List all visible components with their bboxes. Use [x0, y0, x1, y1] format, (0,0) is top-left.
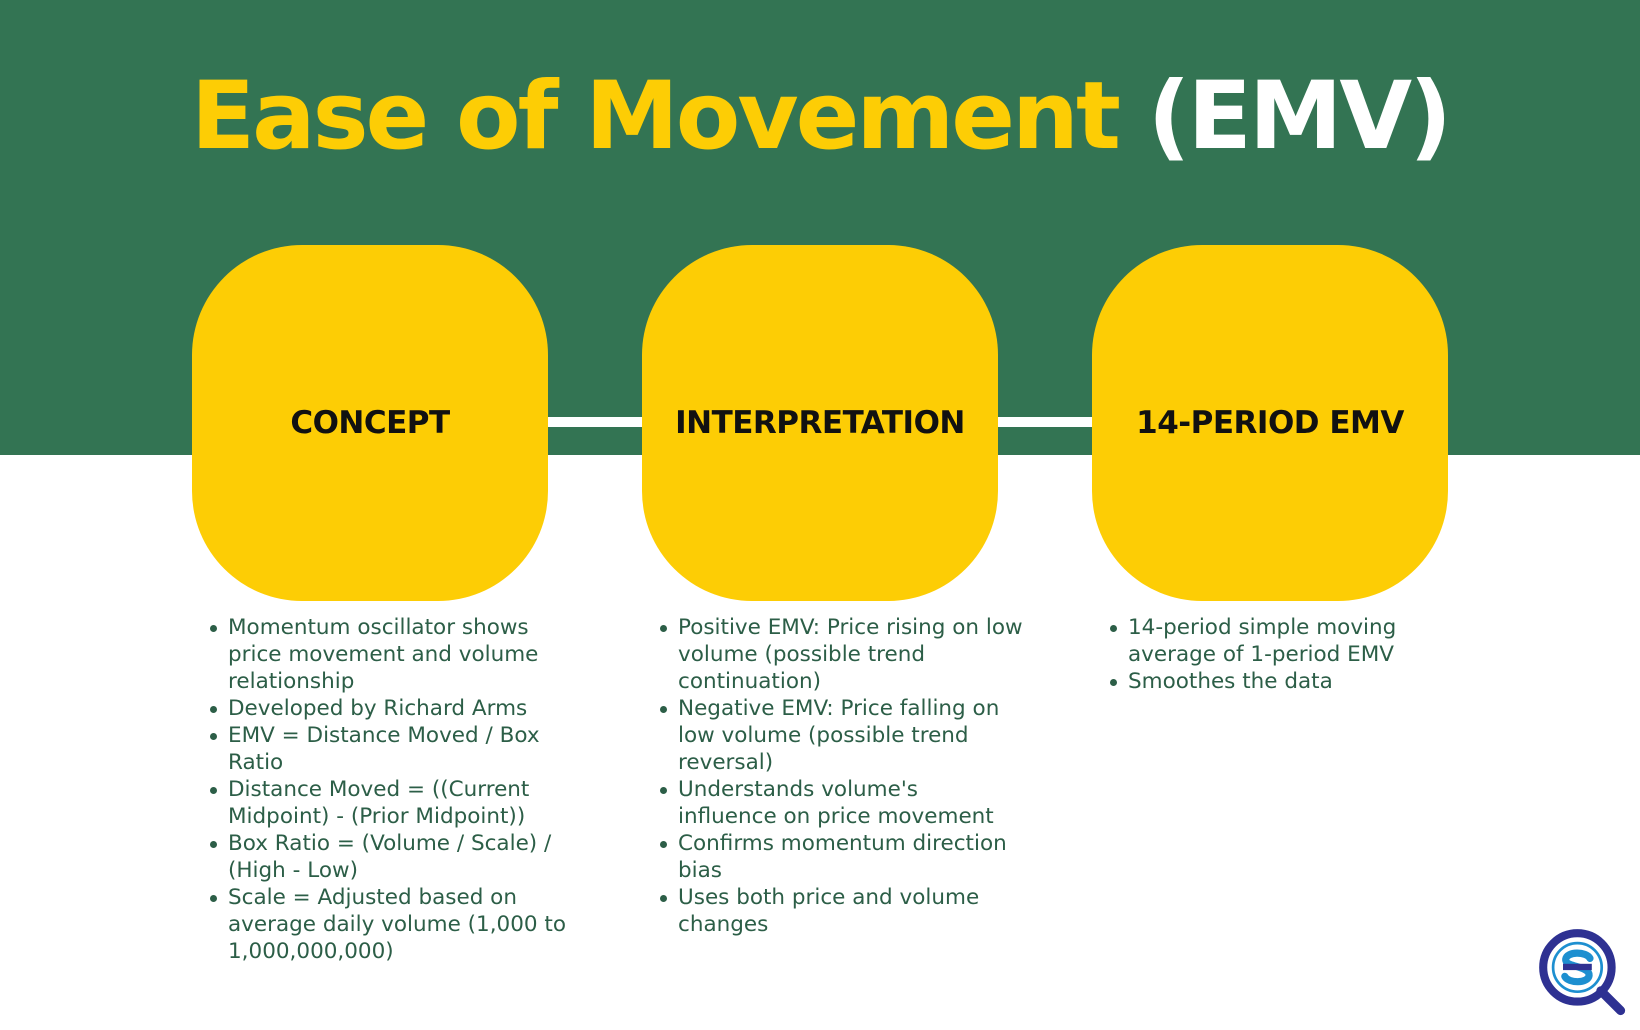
interpretation-label: INTERPRETATION: [675, 405, 965, 441]
list-item: Positive EMV: Price rising on low volume…: [660, 615, 1023, 694]
list-item: Developed by Richard Arms: [210, 695, 573, 722]
period-emv-bubble: 14-PERIOD EMV: [1092, 245, 1448, 601]
interpretation-bubble: INTERPRETATION: [642, 245, 998, 601]
connector-line-2: [995, 417, 1095, 427]
concept-bubble: CONCEPT: [192, 245, 548, 601]
connector-line-1: [545, 417, 645, 427]
list-item: Box Ratio = (Volume / Scale) / (High - L…: [210, 830, 573, 884]
list-item: EMV = Distance Moved / Box Ratio: [210, 722, 573, 776]
interpretation-bullet-list: Positive EMV: Price rising on low volume…: [655, 614, 1023, 938]
title-abbr: (EMV): [1147, 62, 1452, 171]
concept-label: CONCEPT: [290, 405, 450, 441]
list-item: Understands volume's influence on price …: [660, 776, 1023, 830]
page-title: Ease of Movement (EMV): [0, 52, 1640, 182]
list-item: Confirms momentum direction bias: [660, 830, 1023, 884]
list-item: Negative EMV: Price falling on low volum…: [660, 695, 1023, 776]
list-item: Smoothes the data: [1110, 668, 1473, 695]
concept-bullet-list: Momentum oscillator shows price movement…: [205, 614, 573, 965]
list-item: Distance Moved = ((Current Midpoint) - (…: [210, 776, 573, 830]
period-emv-bullet-list: 14-period simple moving average of 1-per…: [1105, 614, 1473, 695]
list-item: Momentum oscillator shows price movement…: [210, 614, 573, 695]
period-emv-label: 14-PERIOD EMV: [1136, 405, 1404, 441]
title-main: Ease of Movement: [190, 62, 1121, 171]
list-item: Uses both price and volume changes: [660, 884, 1023, 938]
list-item: Scale = Adjusted based on average daily …: [210, 884, 573, 965]
brand-logo-icon: [1539, 929, 1626, 1016]
list-item: 14-period simple moving average of 1-per…: [1110, 614, 1473, 668]
